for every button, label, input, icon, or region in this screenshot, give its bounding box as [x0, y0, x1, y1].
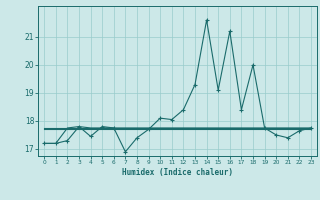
X-axis label: Humidex (Indice chaleur): Humidex (Indice chaleur) [122, 168, 233, 177]
